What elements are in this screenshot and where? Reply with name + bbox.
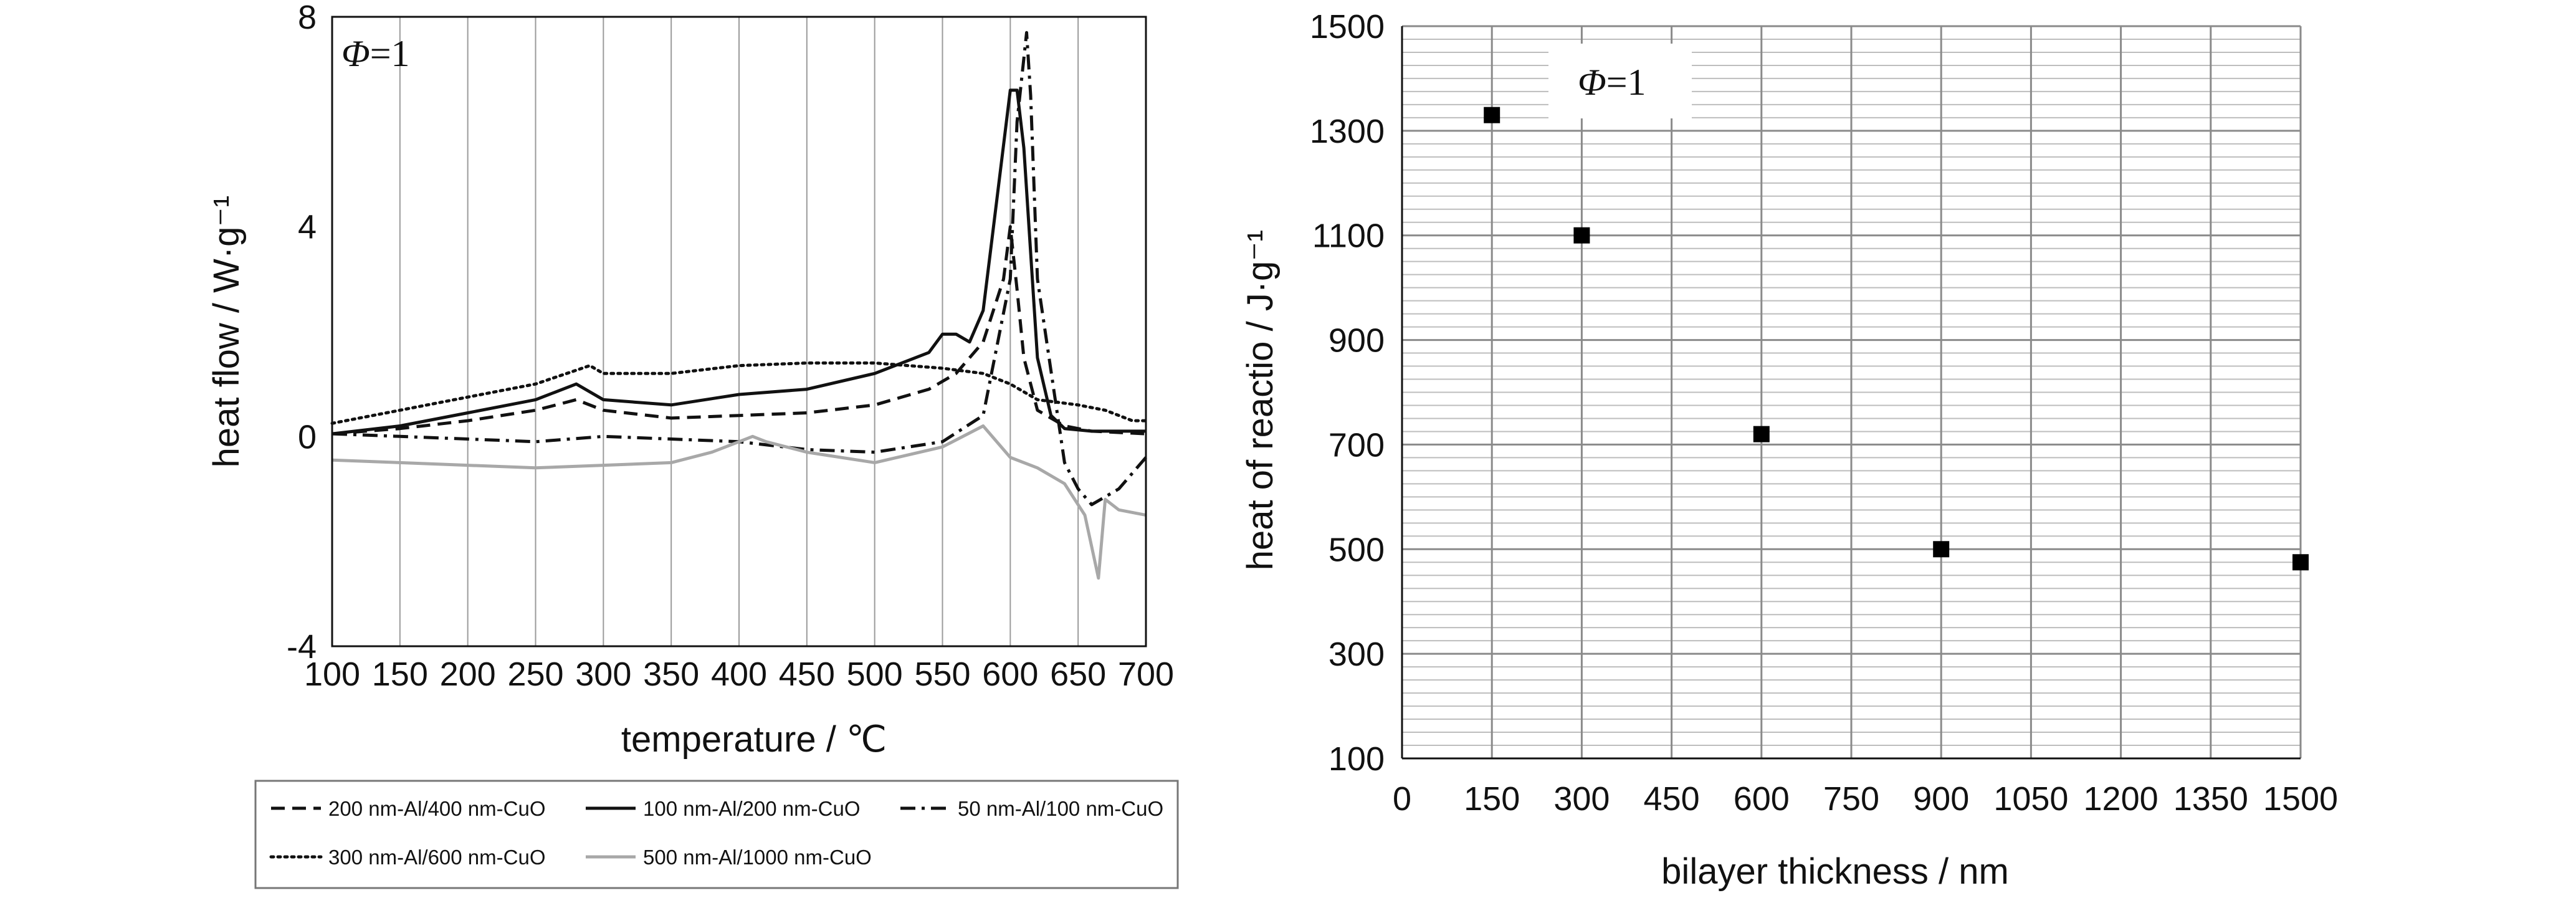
- heat-of-reaction-chart: Φ=1 0 150 300 450 600 750 900 1050 1200 1350 1500 …: [1240, 8, 2338, 892]
- heat-flow-chart: 100 150 200 250 300 350 400 450 500 550 600 650 700 …: [206, 0, 1179, 889]
- left-x-tick-label: 250: [507, 656, 563, 693]
- right-x-tick-label: 0: [1393, 780, 1411, 818]
- left-x-tick-labels: 100 150 200 250 300 350 400 450 500 550 600 650 700: [304, 656, 1174, 693]
- left-y-tick-labels: -4 0 4 8: [287, 0, 317, 666]
- right-x-tick-label: 150: [1464, 780, 1520, 818]
- data-point: [1484, 107, 1500, 123]
- left-x-tick-label: 600: [982, 656, 1038, 693]
- left-series-lines: [330, 31, 1148, 580]
- right-x-axis-label: bilayer thickness / nm: [1661, 851, 2009, 892]
- right-y-tick-label: 100: [1329, 740, 1385, 778]
- left-plot-frame: [331, 16, 1147, 647]
- right-x-tick-label: 300: [1553, 780, 1610, 818]
- left-x-tick-label: 200: [440, 656, 496, 693]
- data-point: [1753, 426, 1770, 442]
- right-x-tick-label: 1200: [2084, 780, 2159, 818]
- legend-label: 50 nm-Al/100 nm-CuO: [958, 797, 1163, 820]
- right-y-tick-label: 500: [1329, 531, 1385, 568]
- legend-items: 200 nm-Al/400 nm-CuO 100 nm-Al/200 nm-CuO…: [269, 797, 1163, 869]
- left-y-tick-label: 8: [298, 0, 317, 36]
- legend-label: 300 nm-Al/600 nm-CuO: [328, 846, 545, 869]
- right-y-tick-label: 1500: [1310, 8, 1385, 45]
- legend-label: 200 nm-Al/400 nm-CuO: [328, 797, 545, 820]
- left-y-tick-label: 4: [298, 209, 317, 246]
- series-line: [332, 424, 1147, 580]
- data-point: [1573, 227, 1590, 244]
- right-x-tick-label: 1050: [1993, 780, 2068, 818]
- right-data-points: [1484, 107, 2309, 571]
- right-x-tick-label: 450: [1644, 780, 1700, 818]
- right-gridlines: [1401, 25, 2302, 760]
- right-x-tick-label: 1350: [2173, 780, 2248, 818]
- series-line: [332, 225, 1147, 436]
- right-x-tick-label: 1500: [2263, 780, 2338, 818]
- right-x-tick-label: 900: [1913, 780, 1969, 818]
- right-y-tick-label: 300: [1329, 636, 1385, 673]
- data-point: [1933, 541, 1950, 558]
- legend-label: 500 nm-Al/1000 nm-CuO: [643, 846, 872, 869]
- right-y-tick-label: 900: [1329, 322, 1385, 360]
- left-x-tick-label: 450: [779, 656, 835, 693]
- right-y-axis-label: heat of reactio / J·g⁻¹: [1240, 230, 1281, 570]
- right-phi-annotation: Φ=1: [1578, 62, 1646, 103]
- right-x-tick-label: 600: [1734, 780, 1790, 818]
- right-x-tick-label: 750: [1823, 780, 1879, 818]
- left-x-tick-label: 700: [1118, 656, 1174, 693]
- right-y-tick-label: 1300: [1310, 113, 1385, 150]
- left-x-tick-label: 650: [1050, 656, 1106, 693]
- left-x-axis-label: temperature / ℃: [621, 719, 887, 760]
- data-point: [2292, 554, 2309, 571]
- right-phi-box: [1548, 44, 1692, 118]
- right-y-tick-labels: 100 300 500 700 900 1100 1300 1500: [1310, 8, 1385, 778]
- left-y-axis-label: heat flow / W·g⁻¹: [206, 196, 247, 468]
- series-line: [332, 31, 1147, 507]
- left-phi-annotation: Φ=1: [341, 33, 410, 74]
- legend-frame: [254, 780, 1179, 889]
- right-y-tick-label: 700: [1329, 426, 1385, 464]
- left-x-tick-label: 100: [304, 656, 360, 693]
- left-x-tick-label: 400: [711, 656, 767, 693]
- left-x-tick-label: 150: [372, 656, 428, 693]
- left-legend: 200 nm-Al/400 nm-CuO 100 nm-Al/200 nm-CuO…: [254, 780, 1179, 889]
- left-x-tick-label: 350: [643, 656, 699, 693]
- series-line: [330, 361, 1148, 425]
- right-y-tick-label: 1100: [1312, 217, 1385, 255]
- right-x-tick-labels: 0 150 300 450 600 750 900 1050 1200 1350 1500: [1393, 780, 2338, 818]
- left-y-tick-label: -4: [287, 628, 317, 666]
- series-line: [332, 88, 1146, 436]
- left-x-tick-label: 550: [914, 656, 970, 693]
- left-gridlines: [399, 17, 1079, 646]
- left-x-tick-label: 500: [847, 656, 903, 693]
- left-y-tick-label: 0: [298, 418, 317, 456]
- legend-label: 100 nm-Al/200 nm-CuO: [643, 797, 860, 820]
- left-x-tick-label: 300: [575, 656, 631, 693]
